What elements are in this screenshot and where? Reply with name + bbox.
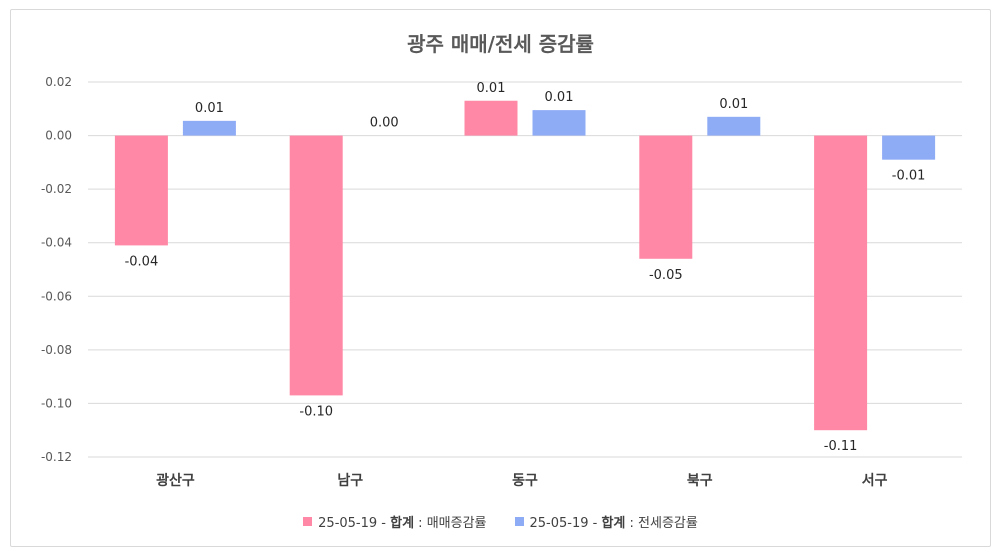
legend-label-sales: 25-05-19 - 합계 : 매매증감률: [318, 516, 487, 531]
bar: [289, 135, 343, 396]
data-label: -0.01: [892, 169, 926, 184]
legend-swatch-sales: [303, 517, 313, 526]
x-tick-label: 남구: [337, 472, 363, 489]
legend-label-jeonse: 25-05-19 - 합계 : 전세증감률: [529, 516, 698, 531]
y-tick-label: -0.10: [41, 396, 72, 410]
x-tick-label: 서구: [862, 473, 888, 489]
bar: [639, 135, 693, 259]
bar: [182, 120, 236, 136]
data-label: -0.05: [649, 268, 683, 283]
bar: [114, 135, 168, 246]
data-label: 0.00: [370, 116, 399, 131]
y-tick-label: 0.00: [45, 129, 72, 143]
legend-swatch-jeonse: [514, 517, 524, 526]
y-tick-label: -0.12: [41, 450, 72, 464]
bar: [464, 100, 518, 136]
data-label: -0.11: [824, 439, 858, 454]
data-label: -0.10: [299, 404, 333, 419]
legend: 25-05-19 - 합계 : 매매증감률 25-05-19 - 합계 : 전세…: [0, 512, 1001, 531]
legend-item-jeonse: 25-05-19 - 합계 : 전세증감률: [514, 512, 698, 531]
y-tick-label: -0.06: [41, 289, 72, 303]
x-tick-label: 북구: [687, 473, 713, 489]
bar: [882, 135, 936, 160]
y-tick-label: -0.02: [41, 182, 72, 196]
y-tick-label: -0.08: [41, 343, 72, 357]
data-label: 0.01: [477, 81, 506, 96]
data-label: -0.04: [125, 254, 159, 269]
data-label: 0.01: [719, 97, 748, 112]
bar: [707, 116, 761, 136]
bar: [532, 110, 586, 136]
bar: [814, 135, 868, 431]
y-tick-label: -0.04: [41, 236, 72, 250]
data-label: 0.01: [545, 90, 574, 105]
legend-item-sales: 25-05-19 - 합계 : 매매증감률: [303, 512, 487, 531]
x-tick-label: 동구: [512, 473, 538, 489]
y-tick-label: 0.02: [45, 75, 72, 89]
chart-title: 광주 매매/전세 증감률: [407, 32, 594, 56]
data-label: 0.01: [195, 101, 224, 116]
x-tick-label: 광산구: [156, 472, 195, 489]
